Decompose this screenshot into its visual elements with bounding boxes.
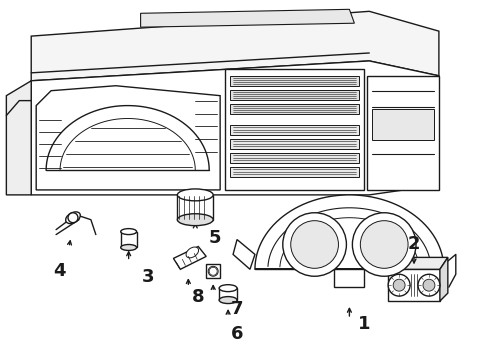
Polygon shape — [31, 61, 439, 195]
Circle shape — [388, 274, 410, 296]
Polygon shape — [6, 81, 31, 195]
Ellipse shape — [121, 229, 137, 235]
Polygon shape — [368, 76, 439, 190]
Polygon shape — [173, 247, 206, 269]
Circle shape — [352, 213, 416, 276]
Ellipse shape — [177, 214, 213, 226]
Text: 7: 7 — [231, 300, 244, 318]
Polygon shape — [141, 9, 354, 27]
Ellipse shape — [219, 285, 237, 292]
Polygon shape — [31, 11, 439, 81]
Polygon shape — [230, 76, 359, 86]
Text: 4: 4 — [53, 262, 65, 280]
Ellipse shape — [186, 247, 198, 258]
Polygon shape — [233, 239, 255, 269]
Circle shape — [209, 267, 217, 275]
Polygon shape — [230, 90, 359, 100]
Circle shape — [393, 279, 405, 291]
Polygon shape — [206, 264, 220, 278]
Ellipse shape — [66, 212, 80, 224]
Text: 6: 6 — [231, 325, 244, 343]
Circle shape — [68, 213, 78, 223]
Polygon shape — [230, 104, 359, 113]
Ellipse shape — [177, 189, 213, 201]
Polygon shape — [372, 109, 434, 140]
Circle shape — [291, 221, 339, 268]
Polygon shape — [219, 288, 237, 300]
Polygon shape — [225, 69, 365, 190]
Text: 1: 1 — [358, 315, 370, 333]
Polygon shape — [230, 153, 359, 163]
Text: 3: 3 — [142, 268, 155, 286]
Polygon shape — [388, 257, 448, 269]
Polygon shape — [177, 195, 213, 220]
Polygon shape — [440, 257, 448, 301]
Polygon shape — [121, 231, 137, 247]
Circle shape — [423, 279, 435, 291]
Polygon shape — [388, 269, 440, 301]
Ellipse shape — [219, 297, 237, 303]
Polygon shape — [335, 269, 365, 287]
Ellipse shape — [121, 244, 137, 251]
Polygon shape — [230, 125, 359, 135]
Circle shape — [360, 221, 408, 268]
Polygon shape — [36, 86, 220, 190]
Text: 5: 5 — [209, 229, 221, 247]
Text: 8: 8 — [192, 288, 205, 306]
Ellipse shape — [208, 266, 218, 276]
Polygon shape — [230, 139, 359, 149]
Text: 2: 2 — [408, 235, 420, 253]
Polygon shape — [255, 195, 444, 269]
Polygon shape — [230, 167, 359, 177]
Circle shape — [418, 274, 440, 296]
Circle shape — [283, 213, 346, 276]
